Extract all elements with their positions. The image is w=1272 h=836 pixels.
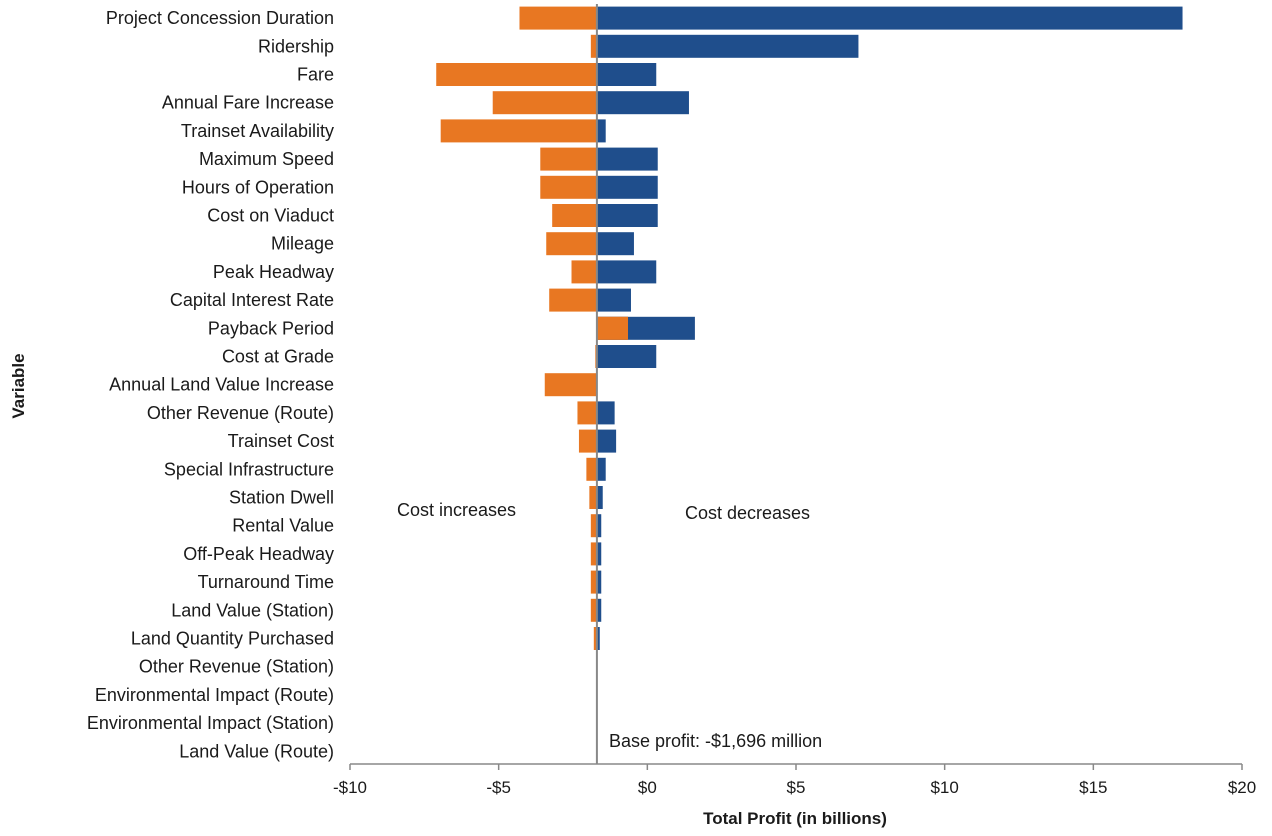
cost-decrease-bar <box>596 486 603 509</box>
x-tick-label: $0 <box>638 778 657 797</box>
cost-decrease-bar <box>596 91 689 115</box>
cost-decrease-bar <box>596 345 657 368</box>
cost-decrease-bar <box>596 598 602 622</box>
category-labels: Project Concession Duration Ridership Fare… <box>87 8 334 761</box>
cost-decrease-bar <box>596 260 657 284</box>
cost-decrease-bar <box>596 288 631 312</box>
cost-decrease-bar <box>596 119 606 143</box>
cost-increase-bar <box>578 429 597 453</box>
cost-increase-bar <box>440 119 597 143</box>
cost-increase-bar <box>590 514 597 538</box>
x-tick-label: -$10 <box>333 778 367 797</box>
category-label: Peak Headway <box>213 262 334 282</box>
cost-increase-bar <box>593 627 597 650</box>
cost-decrease-bar <box>596 457 606 481</box>
cost-increase-bar <box>589 486 597 509</box>
cost-increase-bar <box>590 598 597 622</box>
cost-decrease-bar <box>596 542 602 566</box>
cost-increase-bar <box>540 147 597 171</box>
category-label: Maximum Speed <box>199 149 334 169</box>
cost-decrease-bar <box>596 570 602 594</box>
category-label: Annual Land Value Increase <box>109 375 334 395</box>
cost-decrease-bar <box>596 6 1183 30</box>
cost-decrease-bar <box>596 401 615 425</box>
category-label: Ridership <box>258 36 334 56</box>
cost-increase-bar <box>546 232 597 256</box>
category-label: Hours of Operation <box>182 177 334 197</box>
cost-decrease-bar <box>596 514 602 538</box>
category-label: Payback Period <box>208 318 334 338</box>
category-label: Project Concession Duration <box>106 8 334 28</box>
cost-decrease-bar <box>596 34 859 58</box>
category-label: Environmental Impact (Route) <box>95 685 334 705</box>
cost-increase-bar <box>436 63 597 86</box>
category-label: Off-Peak Headway <box>183 544 334 564</box>
y-axis-title: Variable <box>9 353 28 418</box>
cost-decrease-bar <box>596 204 658 227</box>
x-axis-title: Total Profit (in billions) <box>703 809 887 828</box>
cost-increase-bar <box>590 542 597 566</box>
cost-increases-annotation: Cost increases <box>397 500 516 520</box>
x-tick-label: $10 <box>930 778 958 797</box>
category-label: Other Revenue (Station) <box>139 657 334 677</box>
category-label: Environmental Impact (Station) <box>87 713 334 733</box>
category-label: Cost on Viaduct <box>207 206 334 226</box>
base-profit-annotation: Base profit: -$1,696 million <box>609 731 822 751</box>
cost-increase-bar <box>590 570 597 594</box>
cost-decreases-annotation: Cost decreases <box>685 503 810 523</box>
category-label: Annual Fare Increase <box>162 93 334 113</box>
cost-increase-bar <box>544 373 597 397</box>
cost-increase-bars <box>436 6 629 763</box>
category-label: Trainset Cost <box>228 431 334 451</box>
category-label: Fare <box>297 65 334 85</box>
x-tick-label: $5 <box>787 778 806 797</box>
cost-decrease-bar <box>596 63 657 86</box>
x-tick-label: $20 <box>1228 778 1256 797</box>
category-label: Rental Value <box>232 516 334 536</box>
cost-increase-bar <box>540 175 597 199</box>
category-label: Capital Interest Rate <box>170 290 334 310</box>
cost-increase-bar <box>492 91 597 115</box>
cost-increase-bar <box>577 401 597 425</box>
x-tick-label: $15 <box>1079 778 1107 797</box>
category-label: Land Value (Station) <box>171 600 334 620</box>
x-axis-ticks: -$10 -$5 $0 $5 $10 $15 $20 <box>333 764 1256 797</box>
cost-decrease-bar <box>596 175 658 199</box>
category-label: Land Quantity Purchased <box>131 629 334 649</box>
cost-increase-bar <box>519 6 597 30</box>
cost-increase-bar <box>590 34 597 58</box>
cost-decrease-bar <box>596 147 658 171</box>
category-label: Other Revenue (Route) <box>147 403 334 423</box>
cost-increase-bar <box>586 457 597 481</box>
cost-increase-bar <box>549 288 597 312</box>
category-label: Station Dwell <box>229 488 334 508</box>
cost-decrease-bar <box>596 627 600 650</box>
category-label: Trainset Availability <box>181 121 334 141</box>
x-tick-label: -$5 <box>486 778 511 797</box>
category-label: Special Infrastructure <box>164 459 334 479</box>
cost-decrease-bar <box>596 429 617 453</box>
category-label: Turnaround Time <box>198 572 334 592</box>
cost-decrease-bars <box>596 6 1183 650</box>
category-label: Cost at Grade <box>222 347 334 367</box>
category-label: Mileage <box>271 234 334 254</box>
category-label: Land Value (Route) <box>179 741 334 761</box>
cost-decrease-bar <box>596 232 634 256</box>
cost-increase-bar <box>571 260 597 284</box>
cost-increase-bar <box>552 204 597 227</box>
cost-increase-bar <box>596 316 629 340</box>
